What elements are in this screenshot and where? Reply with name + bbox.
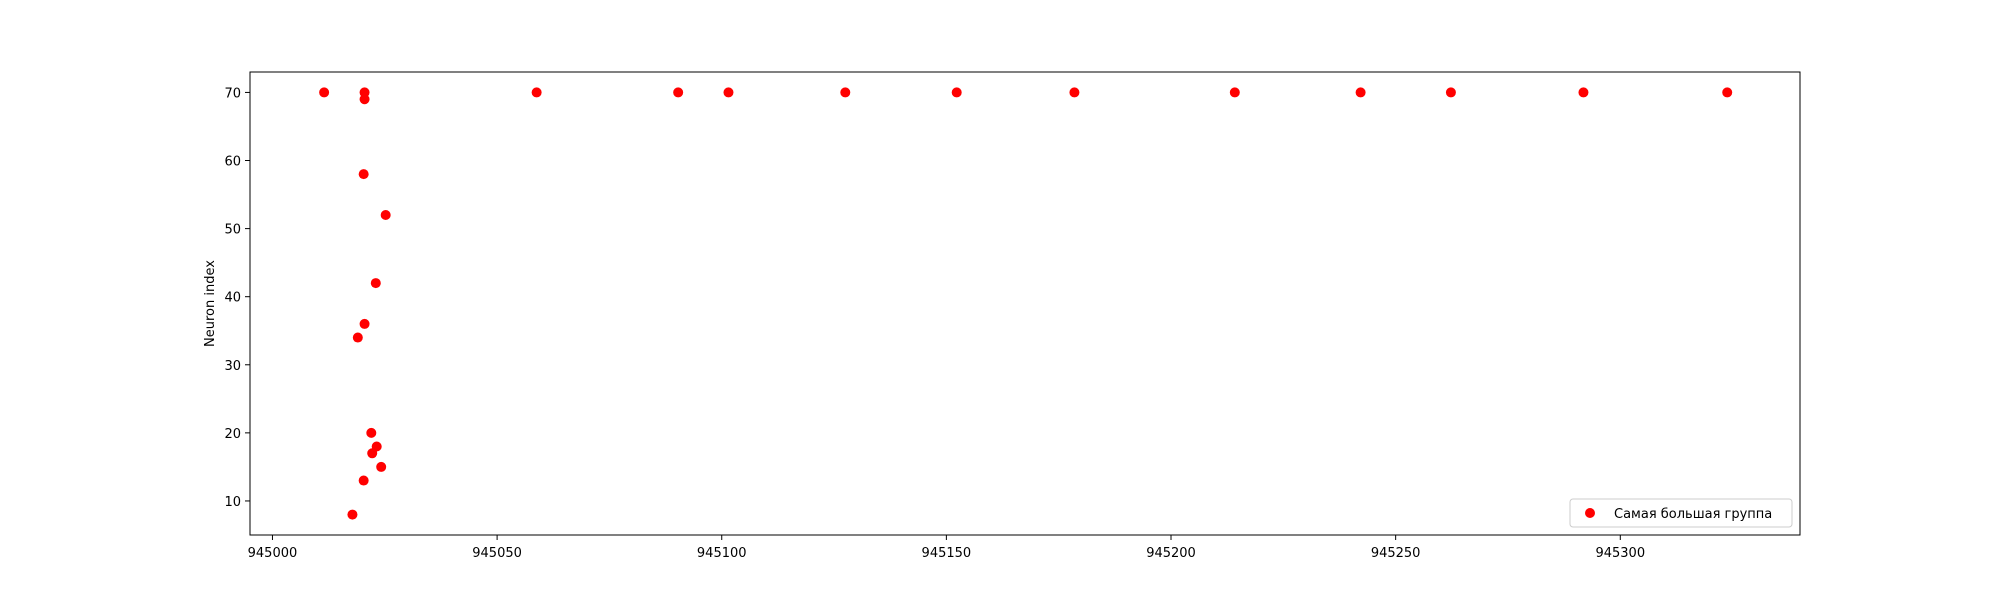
scatter-point	[366, 427, 377, 438]
scatter-point	[376, 461, 387, 472]
x-tick-label: 945250	[1371, 546, 1421, 561]
scatter-point	[352, 332, 363, 343]
scatter-point	[1355, 87, 1366, 98]
scatter-point	[1722, 87, 1733, 98]
scatter-point	[359, 318, 370, 329]
legend-marker	[1585, 508, 1595, 518]
scatter-point	[319, 87, 330, 98]
x-tick-label: 945050	[472, 546, 522, 561]
scatter-point	[370, 278, 381, 289]
x-tick-label: 945300	[1595, 546, 1645, 561]
y-tick-label: 70	[224, 86, 241, 101]
plot-layer: 945000 945050 945100 945150 945200 945250 9453…	[224, 71, 1801, 561]
scatter-point	[359, 94, 370, 105]
x-tick-label: 945000	[248, 546, 298, 561]
y-tick-label: 40	[224, 291, 241, 306]
y-tick-label: 10	[224, 495, 241, 510]
scatter-point	[358, 169, 369, 180]
y-axis-label: Neuron index	[203, 260, 218, 347]
scatter-point	[367, 448, 378, 459]
legend-entry: Самая большая группа	[1614, 507, 1772, 522]
scatter-point	[1578, 87, 1589, 98]
scatter-point	[951, 87, 962, 98]
x-tick-label: 945100	[697, 546, 747, 561]
x-tick-label: 945150	[922, 546, 972, 561]
scatter-point	[380, 209, 391, 220]
scatter-point	[1229, 87, 1240, 98]
y-tick-label: 30	[224, 359, 241, 374]
scatter-point	[723, 87, 734, 98]
legend: Самая большая группа	[1569, 498, 1793, 528]
legend-box	[1569, 498, 1793, 528]
scatter-point	[840, 87, 851, 98]
y-tick-label: 20	[224, 427, 241, 442]
y-tick-label: 60	[224, 155, 241, 170]
y-tick-label: 50	[224, 223, 241, 238]
scatter-point	[1445, 87, 1456, 98]
scatter-point	[531, 87, 542, 98]
scatter-point	[673, 87, 684, 98]
x-tick-label: 945200	[1146, 546, 1196, 561]
plot-frame	[249, 71, 1801, 536]
scatter-point	[358, 475, 369, 486]
scatter-point	[347, 509, 358, 520]
scatter-point	[1069, 87, 1080, 98]
